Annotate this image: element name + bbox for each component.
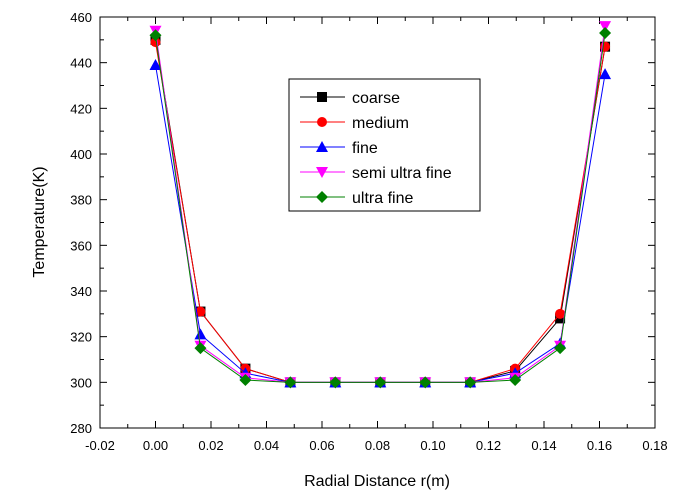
data-point-ultra-fine xyxy=(374,376,387,389)
data-point-ultra-fine xyxy=(149,29,162,42)
legend-label-ultra-fine: ultra fine xyxy=(352,190,413,207)
x-tick-label: 0.14 xyxy=(531,438,556,453)
data-point-ultra-fine xyxy=(464,376,477,389)
legend-label-fine: fine xyxy=(352,140,378,157)
data-point-semi-ultra-fine xyxy=(599,21,612,33)
data-point-ultra-fine xyxy=(599,26,612,39)
x-tick-label: 0.04 xyxy=(254,438,279,453)
data-point-medium xyxy=(150,37,161,48)
data-point-fine xyxy=(599,68,612,80)
x-tick-label: 0.06 xyxy=(309,438,334,453)
data-point-ultra-fine xyxy=(194,342,207,355)
y-tick-label: 400 xyxy=(70,147,92,162)
x-tick-label: 0.02 xyxy=(198,438,223,453)
y-tick-label: 460 xyxy=(70,10,92,25)
data-point-fine xyxy=(149,58,162,70)
data-point-ultra-fine xyxy=(509,374,522,387)
y-tick-label: 300 xyxy=(70,375,92,390)
x-tick-label: 0.00 xyxy=(143,438,168,453)
legend-item-fine: fine xyxy=(300,140,378,157)
legend-marker-coarse xyxy=(317,92,327,102)
y-tick-label: 440 xyxy=(70,56,92,71)
data-point-ultra-fine xyxy=(329,376,342,389)
legend-label-semi-ultra-fine: semi ultra fine xyxy=(352,165,452,182)
y-tick-label: 320 xyxy=(70,330,92,345)
y-axis-title: Temperature(K) xyxy=(31,166,48,277)
y-tick-label: 340 xyxy=(70,284,92,299)
legend-item-medium: medium xyxy=(300,115,409,132)
legend-item-semi-ultra-fine: semi ultra fine xyxy=(300,165,452,182)
legend-marker-fine xyxy=(316,141,328,152)
data-point-medium xyxy=(555,308,566,319)
legend-label-medium: medium xyxy=(352,115,409,132)
data-point-medium xyxy=(195,306,206,317)
x-axis-title: Radial Distance r(m) xyxy=(304,473,450,490)
y-tick-label: 380 xyxy=(70,193,92,208)
data-point-fine xyxy=(194,328,207,340)
x-tick-label: 0.16 xyxy=(587,438,612,453)
x-tick-label: 0.10 xyxy=(420,438,445,453)
x-tick-label: 0.08 xyxy=(365,438,390,453)
data-point-ultra-fine xyxy=(419,376,432,389)
legend-marker-semi-ultra-fine xyxy=(316,167,328,178)
legend-marker-ultra-fine xyxy=(316,191,328,203)
data-point-ultra-fine xyxy=(554,342,567,355)
legend-marker-medium xyxy=(317,117,327,127)
legend-item-coarse: coarse xyxy=(300,90,400,107)
y-tick-label: 420 xyxy=(70,101,92,116)
data-point-ultra-fine xyxy=(239,374,252,387)
y-tick-label: 360 xyxy=(70,238,92,253)
x-tick-label: 0.18 xyxy=(642,438,667,453)
legend-item-ultra-fine: ultra fine xyxy=(300,190,413,207)
axis-ticks: -0.02 0.00 0.02 0.04 0.06 0.08 0.10 0.12 0.14 0.1… xyxy=(70,10,667,453)
legend-label-coarse: coarse xyxy=(352,90,400,107)
data-series xyxy=(149,21,612,389)
x-tick-label: 0.12 xyxy=(476,438,501,453)
x-tick-label: -0.02 xyxy=(85,438,115,453)
data-point-ultra-fine xyxy=(284,376,297,389)
series-ultra-fine xyxy=(149,26,612,389)
legend: coarse medium fine semi ultra fine ultra fin… xyxy=(288,78,481,212)
y-tick-label: 280 xyxy=(70,421,92,436)
